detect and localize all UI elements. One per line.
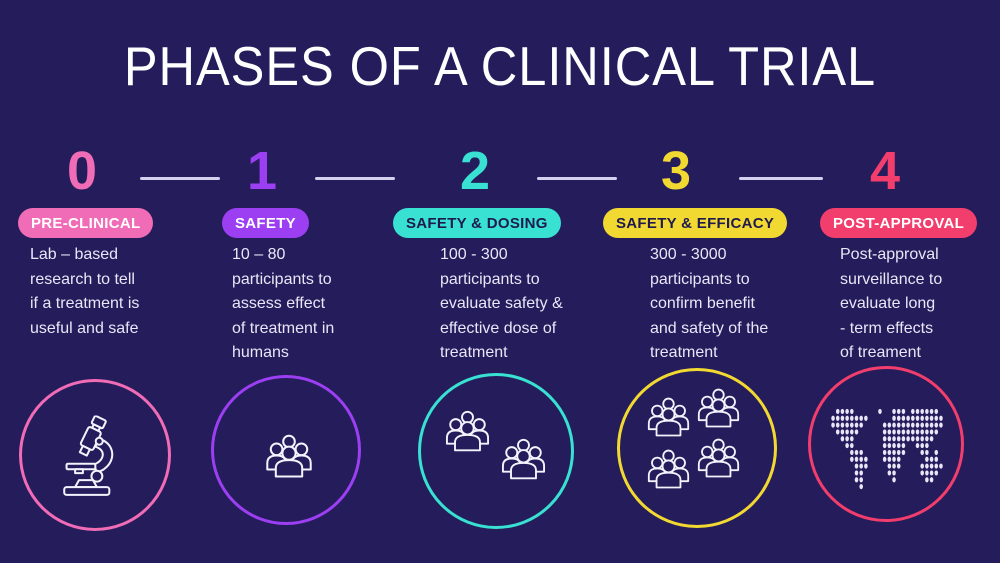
phase-3-badge: SAFETY & EFFICACY xyxy=(603,208,788,238)
phase-2-circle xyxy=(418,373,574,529)
phase-4-circle xyxy=(808,366,964,522)
people-group-icon xyxy=(646,448,691,489)
people-group-icon xyxy=(444,409,491,452)
phase-0-number: 0 xyxy=(66,141,98,201)
phase-2-description: 100 - 300 participants to evaluate safet… xyxy=(440,246,563,361)
connector-line xyxy=(739,177,823,180)
people-group-icon xyxy=(696,437,741,478)
phase-4-badge: POST-APPROVAL xyxy=(820,208,978,238)
people-group-icon xyxy=(500,437,547,480)
phase-1-number: 1 xyxy=(246,141,278,201)
phase-4-number: 4 xyxy=(869,141,901,201)
people-group-icon xyxy=(696,387,741,428)
people-group-icon xyxy=(264,433,314,478)
connector-line xyxy=(140,177,220,180)
phase-1-badge: SAFETY xyxy=(222,208,309,238)
phase-1-description: 10 – 80 participants to assess effect of… xyxy=(232,246,335,361)
connector-line xyxy=(537,177,617,180)
phase-3-circle xyxy=(617,368,777,528)
phase-0-badge: PRE-CLINICAL xyxy=(18,208,154,238)
phase-3-number: 3 xyxy=(660,141,692,201)
phase-0-description: Lab – based research to tell if a treatm… xyxy=(30,246,140,337)
phase-1-circle xyxy=(211,375,361,525)
connector-line xyxy=(315,177,395,180)
phase-4-description: Post-approval surveillance to evaluate l… xyxy=(840,246,943,361)
phase-2-badge: SAFETY & DOSING xyxy=(393,208,561,238)
phase-0-circle xyxy=(19,379,171,531)
people-group-icon xyxy=(646,396,691,437)
world-map-icon xyxy=(831,408,943,490)
microscope-icon xyxy=(58,406,128,506)
phase-3-description: 300 - 3000 participants to confirm benef… xyxy=(650,246,769,361)
page-title: PHASES OF A CLINICAL TRIAL xyxy=(123,35,877,97)
phase-2-number: 2 xyxy=(459,141,491,201)
